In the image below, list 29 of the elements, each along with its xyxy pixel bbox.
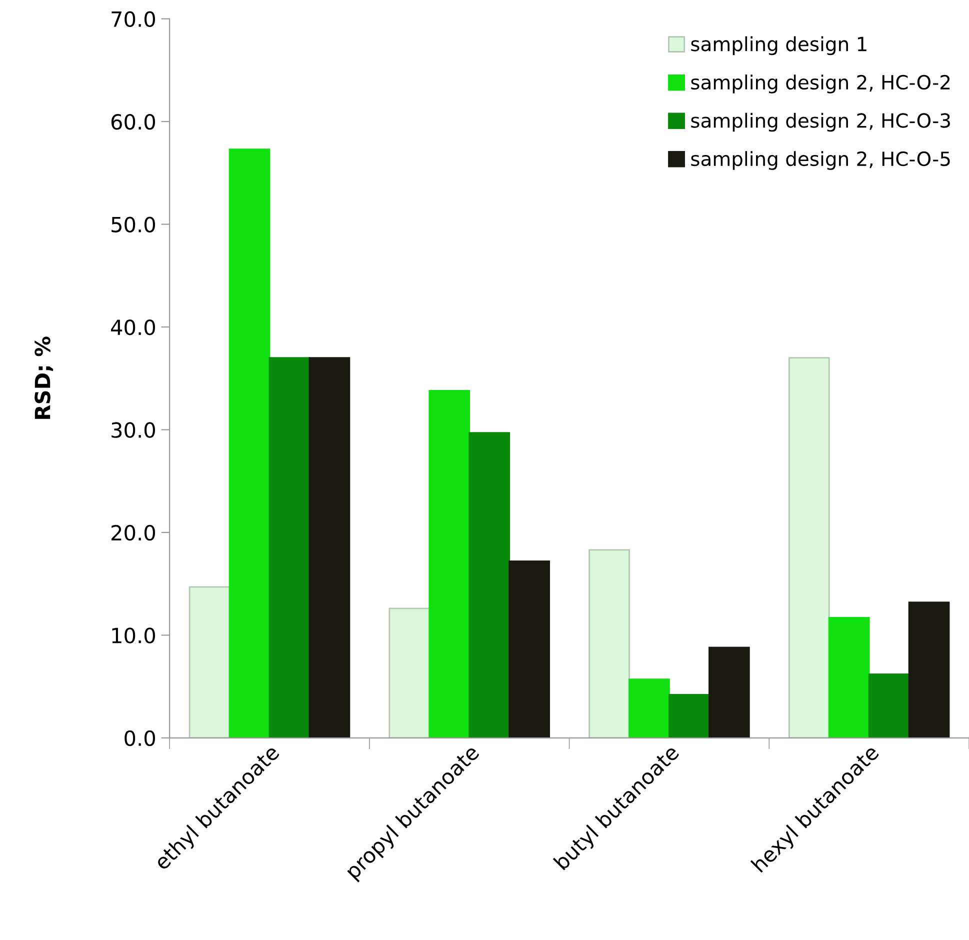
bar xyxy=(828,617,870,738)
bar xyxy=(868,674,910,738)
y-tick-label: 10.0 xyxy=(112,628,155,644)
bar xyxy=(308,357,350,738)
y-tick-label: 20.0 xyxy=(112,524,155,541)
bar xyxy=(428,390,470,738)
bar xyxy=(228,148,270,738)
legend-label: sampling design 2, HC-O-3 xyxy=(691,112,950,132)
y-tick-label: 0.0 xyxy=(124,730,155,746)
bar xyxy=(388,608,430,738)
legend-label: sampling design 2, HC-O-5 xyxy=(691,151,950,170)
bar xyxy=(268,357,310,738)
y-tick-label: 60.0 xyxy=(111,114,155,130)
bar xyxy=(908,602,950,738)
legend-label: sampling design 2, HC-O-2 xyxy=(691,74,950,94)
bar xyxy=(468,432,510,738)
bar xyxy=(188,586,230,738)
y-tick-label: 40.0 xyxy=(111,319,155,336)
bar xyxy=(668,694,710,738)
bar xyxy=(588,549,630,738)
bar xyxy=(628,678,670,738)
y-tick-label: 70.0 xyxy=(112,11,155,28)
legend-label: sampling design 1 xyxy=(691,36,866,56)
bar xyxy=(708,646,750,738)
y-tick-label: 30.0 xyxy=(112,422,155,438)
bar xyxy=(508,560,550,738)
bar xyxy=(788,357,830,738)
y-axis-title: RSD; % xyxy=(34,336,54,419)
y-tick-label: 50.0 xyxy=(112,216,155,232)
